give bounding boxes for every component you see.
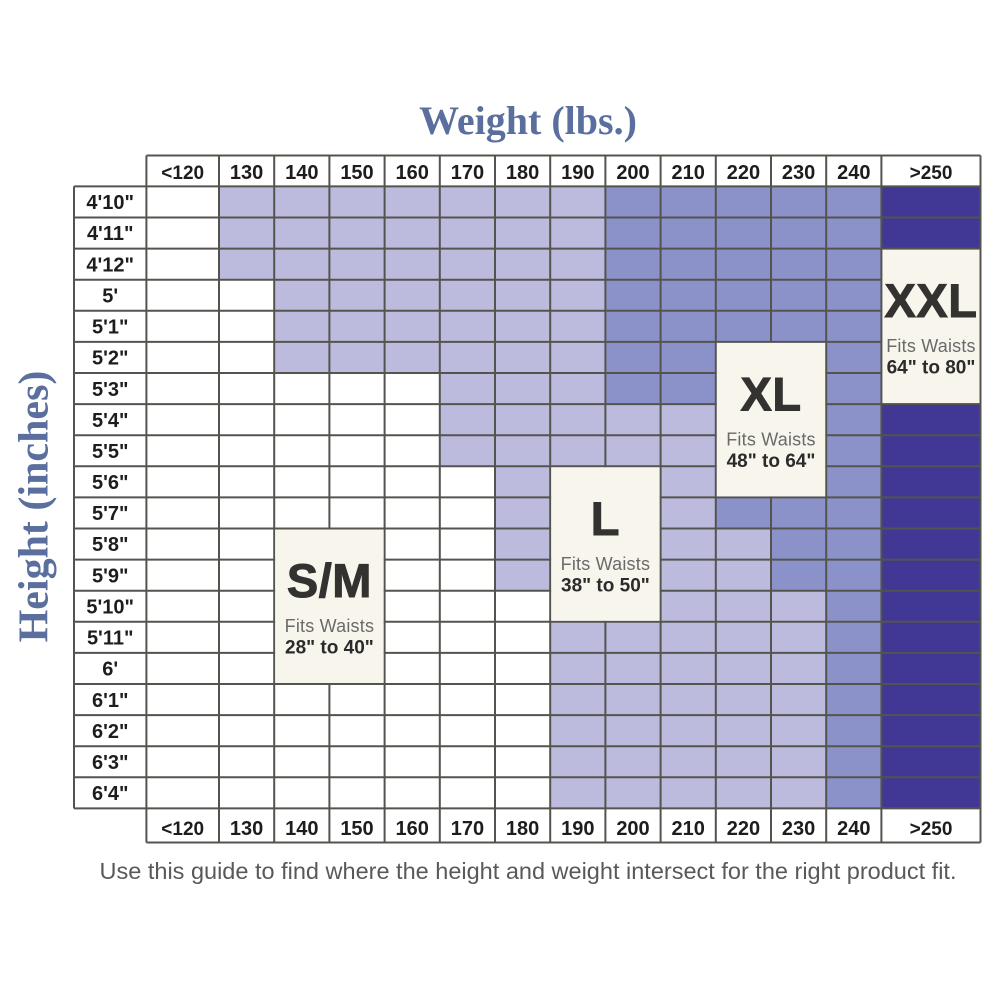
svg-text:5'2": 5'2" — [92, 348, 128, 370]
svg-text:Fits Waists: Fits Waists — [561, 554, 651, 574]
svg-text:6'4": 6'4" — [92, 783, 128, 805]
svg-text:5'8": 5'8" — [92, 534, 128, 556]
svg-text:5'6": 5'6" — [92, 472, 128, 494]
svg-text:150: 150 — [340, 162, 373, 184]
svg-text:5'11": 5'11" — [87, 628, 134, 650]
svg-text:140: 140 — [285, 162, 318, 184]
svg-text:220: 220 — [727, 162, 760, 184]
svg-text:240: 240 — [837, 818, 870, 840]
svg-text:230: 230 — [782, 162, 815, 184]
svg-text:38" to 50": 38" to 50" — [561, 575, 650, 596]
svg-text:190: 190 — [561, 162, 594, 184]
svg-text:>250: >250 — [910, 163, 953, 184]
svg-text:240: 240 — [837, 162, 870, 184]
svg-text:230: 230 — [782, 818, 815, 840]
svg-text:5'1": 5'1" — [92, 317, 128, 339]
svg-text:190: 190 — [561, 818, 594, 840]
svg-text:6'3": 6'3" — [92, 752, 128, 774]
svg-text:L: L — [591, 492, 620, 545]
svg-text:5'10": 5'10" — [86, 597, 134, 619]
svg-text:S/M: S/M — [287, 554, 372, 607]
svg-text:170: 170 — [451, 818, 484, 840]
svg-text:5'9": 5'9" — [92, 565, 128, 587]
svg-text:48" to 64": 48" to 64" — [727, 451, 816, 472]
svg-text:>250: >250 — [910, 819, 953, 840]
svg-text:64" to 80": 64" to 80" — [887, 358, 976, 379]
svg-text:XXL: XXL — [885, 274, 978, 327]
svg-text:6'1": 6'1" — [92, 690, 128, 712]
svg-text:200: 200 — [616, 818, 649, 840]
svg-text:5'5": 5'5" — [92, 441, 128, 463]
svg-text:5'3": 5'3" — [92, 379, 128, 401]
svg-text:<120: <120 — [161, 163, 204, 184]
svg-text:5'4": 5'4" — [92, 410, 128, 432]
svg-text:210: 210 — [672, 818, 705, 840]
svg-text:6'2": 6'2" — [92, 721, 128, 743]
svg-text:130: 130 — [230, 818, 263, 840]
svg-text:180: 180 — [506, 162, 539, 184]
svg-text:160: 160 — [396, 162, 429, 184]
svg-text:4'10": 4'10" — [86, 192, 134, 214]
svg-text:140: 140 — [285, 818, 318, 840]
svg-text:Fits Waists: Fits Waists — [726, 429, 816, 449]
svg-text:28" to 40": 28" to 40" — [285, 638, 374, 659]
svg-text:4'11": 4'11" — [87, 223, 134, 245]
svg-text:XL: XL — [740, 367, 801, 420]
svg-text:150: 150 — [340, 818, 373, 840]
svg-text:4'12": 4'12" — [86, 254, 134, 276]
svg-text:Fits Waists: Fits Waists — [285, 616, 375, 636]
svg-text:<120: <120 — [161, 819, 204, 840]
svg-text:6': 6' — [102, 659, 118, 681]
svg-text:Fits Waists: Fits Waists — [886, 336, 976, 356]
svg-text:210: 210 — [672, 162, 705, 184]
svg-text:200: 200 — [616, 162, 649, 184]
svg-text:5': 5' — [102, 286, 118, 308]
svg-text:180: 180 — [506, 818, 539, 840]
svg-text:170: 170 — [451, 162, 484, 184]
svg-text:130: 130 — [230, 162, 263, 184]
svg-text:5'7": 5'7" — [92, 503, 128, 525]
svg-text:160: 160 — [396, 818, 429, 840]
svg-text:220: 220 — [727, 818, 760, 840]
